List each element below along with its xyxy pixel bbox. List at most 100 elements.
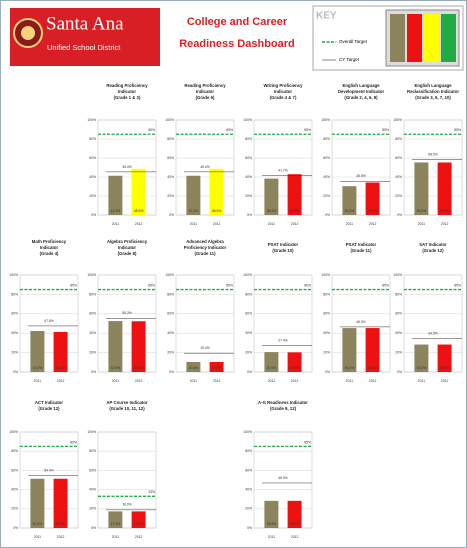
y-tick-label: 0%: [169, 213, 174, 217]
y-tick-label: 100%: [87, 118, 96, 122]
chart-title: (Grade 1 & 3): [114, 95, 141, 100]
y-tick-label: 100%: [393, 118, 402, 122]
y-tick-label: 60%: [323, 312, 330, 316]
y-tick-label: 100%: [393, 273, 402, 277]
chart-title: (Grade 10): [272, 248, 294, 253]
chart-title: Indicator: [118, 245, 136, 250]
key-cy: CY Target: [339, 57, 360, 62]
value-label: 28.3%: [290, 522, 300, 526]
x-tick-label: 2012: [213, 222, 221, 226]
chart-title: PSAT Indicator: [346, 242, 377, 247]
x-tick-label: 2012: [135, 379, 143, 383]
chart-title: PSAT Indicator: [268, 242, 299, 247]
y-tick-label: 20%: [89, 194, 96, 198]
y-tick-label: 20%: [167, 350, 174, 354]
y-tick-label: 100%: [243, 430, 252, 434]
plot-area: [97, 274, 157, 373]
value-label: 45.3%: [345, 366, 355, 370]
plot-area: [19, 274, 79, 373]
y-tick-label: 20%: [323, 194, 330, 198]
bar: [30, 330, 45, 372]
y-tick-label: 80%: [245, 449, 252, 453]
bar: [30, 478, 45, 528]
y-tick-label: 20%: [395, 194, 402, 198]
bar: [131, 168, 146, 215]
y-tick-label: 80%: [245, 292, 252, 296]
target-label: 85%: [226, 128, 233, 132]
y-tick-label: 40%: [395, 331, 402, 335]
y-tick-label: 40%: [323, 175, 330, 179]
subtitle: Unified School District: [47, 43, 121, 52]
y-tick-label: 60%: [245, 156, 252, 160]
x-tick-label: 2011: [190, 379, 197, 383]
plot-area: [403, 119, 463, 216]
chart-title: (Grade 6): [196, 95, 215, 100]
chart-title: A-G Readiness Indicator: [258, 400, 308, 405]
x-tick-label: 2012: [291, 379, 299, 383]
chart-title: Writing Proficiency: [263, 83, 303, 88]
target-label: 85%: [304, 128, 311, 132]
x-tick-label: 2012: [135, 535, 143, 539]
bar: [287, 352, 302, 372]
y-tick-label: 20%: [245, 507, 252, 511]
bar: [414, 162, 429, 215]
bar: [437, 344, 452, 372]
y-tick-label: 100%: [87, 273, 96, 277]
plot-area: [253, 119, 313, 216]
x-tick-label: 2011: [190, 222, 197, 226]
x-tick-label: 2012: [291, 535, 299, 539]
bar: [414, 344, 429, 372]
y-tick-label: 20%: [245, 350, 252, 354]
target-label: 85%: [148, 128, 155, 132]
y-tick-label: 60%: [395, 312, 402, 316]
status: [424, 14, 439, 62]
value-label: 10.3%: [212, 366, 222, 370]
y-tick-label: 0%: [247, 526, 252, 530]
y-tick-label: 40%: [167, 175, 174, 179]
x-tick-label: 2011: [346, 379, 353, 383]
chart-title: (Grade 11): [194, 251, 216, 256]
value-label: 41.3%: [56, 366, 66, 370]
y-tick-label: 80%: [323, 292, 330, 296]
cy-target-label: 54.4%: [44, 469, 54, 473]
x-tick-label: 2011: [34, 379, 41, 383]
value-label: 20.5%: [267, 366, 277, 370]
target-label: 85%: [304, 440, 311, 444]
y-tick-label: 0%: [91, 213, 96, 217]
y-tick-label: 60%: [167, 156, 174, 160]
cy-target-label: 34.5%: [428, 331, 438, 335]
bar: [264, 352, 279, 372]
bar: [53, 478, 68, 528]
y-tick-label: 40%: [89, 175, 96, 179]
x-tick-label: 2011: [418, 222, 425, 226]
value-label: 52.5%: [111, 366, 121, 370]
x-tick-label: 2011: [112, 535, 119, 539]
plot-area: [253, 431, 313, 529]
bar: [186, 362, 201, 372]
y-tick-label: 40%: [245, 487, 252, 491]
chart-title: Reclassification Indicator: [407, 89, 459, 94]
y-tick-label: 40%: [167, 331, 174, 335]
chart-title: Advanced Algebra: [186, 239, 224, 244]
value-label: 28.3%: [267, 522, 277, 526]
bar: [53, 331, 68, 372]
x-tick-label: 2012: [57, 379, 65, 383]
plot-area: [19, 431, 79, 529]
chart-title: SAT Indicator: [419, 242, 447, 247]
y-tick-label: 100%: [165, 118, 174, 122]
y-tick-label: 20%: [11, 350, 18, 354]
y-tick-label: 0%: [325, 370, 330, 374]
x-tick-label: 2011: [112, 222, 119, 226]
y-tick-label: 0%: [91, 526, 96, 530]
y-tick-label: 0%: [247, 370, 252, 374]
target-label: 85%: [70, 440, 77, 444]
bar: [264, 500, 279, 528]
y-tick-label: 20%: [89, 350, 96, 354]
cy-target-label: 46.5%: [356, 320, 366, 324]
target-label: 85%: [70, 283, 77, 287]
cy-target-label: 19.4%: [200, 346, 210, 350]
cy-target-label: 18.9%: [122, 503, 132, 507]
target-label: 85%: [454, 283, 461, 287]
chart-title: Indicator: [196, 89, 214, 94]
